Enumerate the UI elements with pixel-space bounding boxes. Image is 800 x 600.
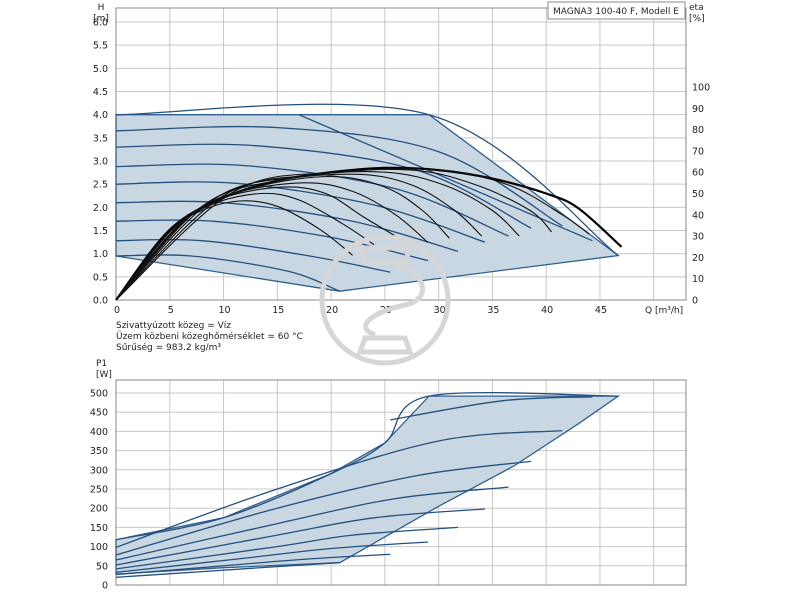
- pump-curve-3: [115, 143, 532, 229]
- efficiency-curve-5: [115, 175, 450, 301]
- power-chart: 0 50 100 150 200 250 300 350 400 450 500 P1[W]: [90, 359, 687, 592]
- power-curve-3: [115, 460, 532, 556]
- y-tick-label: 300: [90, 465, 108, 476]
- x-tick-label: 40: [541, 305, 553, 316]
- power-curve-2: [115, 429, 563, 549]
- power-curve-1: [390, 396, 593, 421]
- y-tick-label: 1.0: [93, 249, 108, 260]
- y2-tick-label: 20: [692, 253, 704, 264]
- power-curve-7: [115, 541, 428, 573]
- power-curve-8: [115, 553, 391, 576]
- x-tick-label: 10: [219, 305, 231, 316]
- pump-curve-1: [298, 114, 593, 242]
- head-efficiency-chart: 0.0 0.5 1.0 1.5 2.0 2.5 3.0 3.5 4.0 4.5 5.0 5.5 6.0 0…: [93, 1, 710, 353]
- y2-tick-label: 50: [692, 189, 704, 200]
- efficiency-curve-2: [115, 192, 375, 301]
- y-tick-label: 200: [90, 504, 108, 515]
- power-curve-9: [115, 562, 340, 578]
- efficiency-curve-7: [115, 171, 520, 301]
- x-tick-label: 0: [114, 305, 120, 316]
- y-tick-label: 50: [96, 561, 108, 572]
- y2-axis-label: eta: [689, 3, 704, 13]
- x-tick-label: 20: [326, 305, 338, 316]
- medium-note: Üzem közbeni közeghőmérséklet = 60 °C: [116, 331, 303, 342]
- y-tick-label: 350: [90, 446, 108, 457]
- y-tick-label: 0: [102, 581, 108, 592]
- pump-curve-0: [115, 103, 619, 257]
- y-tick-label: 4.0: [93, 110, 108, 121]
- efficiency-curve-6: [115, 173, 483, 301]
- x-tick-label: 5: [168, 305, 174, 316]
- watermark-logo: [319, 234, 451, 366]
- y2-tick-label: 60: [692, 168, 704, 179]
- y-tick-label: 5.0: [93, 64, 108, 75]
- operating-range-region: [115, 395, 621, 575]
- y-tick-label: 400: [90, 427, 108, 438]
- power-curve-4: [115, 486, 509, 561]
- title-box: [547, 1, 686, 20]
- pump-curve-2: [115, 125, 563, 227]
- y-tick-label: 5.5: [93, 41, 108, 52]
- y-tick-label: 500: [90, 389, 108, 400]
- y-tick-label: 450: [90, 408, 108, 419]
- chart-title: MAGNA3 100-40 F, Modell E: [553, 7, 679, 17]
- pump-curve-8: [115, 238, 391, 273]
- y-tick-label: 0.0: [93, 296, 108, 307]
- y2-tick-label: 10: [692, 274, 704, 285]
- y-axis-unit: [m]: [93, 14, 109, 24]
- y-tick-label: 150: [90, 523, 108, 534]
- y2-tick-label: 40: [692, 210, 704, 221]
- efficiency-curve-4: [115, 182, 429, 301]
- y-axis-label: H: [98, 3, 105, 13]
- y-axis-unit: [W]: [96, 370, 112, 380]
- power-curve-6: [115, 526, 459, 570]
- y-tick-label: 250: [90, 485, 108, 496]
- y-tick-label: 3.0: [93, 157, 108, 168]
- plot-frame: [115, 379, 687, 586]
- y-tick-label: 2.0: [93, 203, 108, 214]
- y2-axis-unit: [%]: [689, 14, 705, 24]
- y-axis-label: P1: [96, 359, 107, 369]
- y-tick-label: 3.5: [93, 133, 108, 144]
- y-tick-label: 4.5: [93, 87, 108, 98]
- x-tick-label: 45: [595, 305, 607, 316]
- power-curve-5: [115, 508, 485, 566]
- y-tick-label: 6.0: [93, 18, 108, 29]
- power-curve-0: [115, 391, 619, 541]
- medium-note: Sűrűség = 983.2 kg/m³: [116, 342, 221, 353]
- y2-tick-label: 100: [692, 83, 710, 94]
- y2-tick-label: 0: [692, 296, 698, 307]
- y2-tick-label: 70: [692, 146, 704, 157]
- x-tick-label: 35: [487, 305, 499, 316]
- y2-tick-label: 30: [692, 232, 704, 243]
- y-tick-label: 100: [90, 542, 108, 553]
- x-tick-label: 30: [434, 305, 446, 316]
- x-tick-label: 15: [272, 305, 284, 316]
- pump-curve-6: [115, 200, 459, 252]
- y-tick-label: 0.5: [93, 272, 108, 283]
- y-tick-label: 1.5: [93, 226, 108, 237]
- y2-tick-label: 90: [692, 104, 704, 115]
- x-axis-label: Q [m³/h]: [645, 306, 683, 316]
- y-tick-label: 2.5: [93, 180, 108, 191]
- efficiency-curve-9: [115, 168, 590, 301]
- medium-note: Szivattyúzott közeg = Víz: [116, 321, 231, 331]
- y2-tick-label: 80: [692, 125, 704, 136]
